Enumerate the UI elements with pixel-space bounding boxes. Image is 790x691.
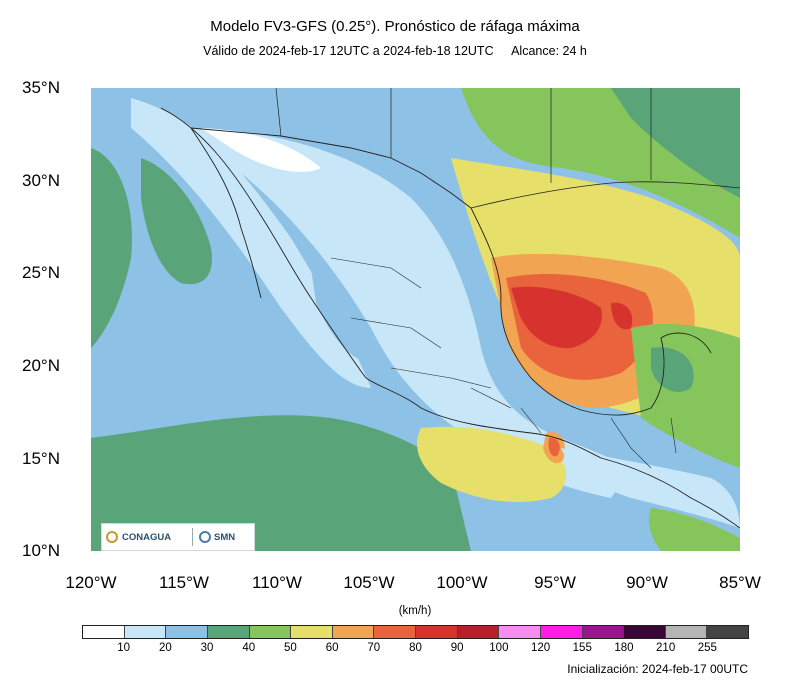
conagua-emblem-icon bbox=[106, 531, 118, 543]
baja-coastline bbox=[190, 127, 262, 299]
central-america-green bbox=[649, 508, 740, 551]
colorbar-swatch bbox=[499, 626, 541, 638]
lon-label-120w: 120°W bbox=[65, 573, 117, 592]
us-gulf-coastline bbox=[470, 181, 740, 209]
us-dark-green-zone bbox=[611, 88, 740, 198]
lon-label-95w: 95°W bbox=[534, 573, 576, 592]
tehuantepec-core bbox=[548, 437, 560, 457]
colorbar-tick-label: 40 bbox=[242, 642, 256, 654]
gulf-red-core-2 bbox=[611, 302, 633, 330]
colorbar bbox=[82, 625, 749, 639]
lat-label-25: 25°N bbox=[22, 263, 60, 282]
pacific-west-patch bbox=[141, 158, 212, 285]
lat-label-15: 15°N bbox=[22, 449, 60, 468]
us-state-borders bbox=[275, 88, 652, 183]
colorbar-tick-label: 210 bbox=[656, 642, 676, 654]
forecast-map bbox=[91, 88, 740, 551]
central-borders bbox=[610, 417, 677, 469]
colorbar-swatch bbox=[540, 626, 583, 638]
colorbar-swatch bbox=[374, 626, 416, 638]
conagua-logo: CONAGUA bbox=[102, 528, 193, 546]
legend-unit: (km/h) bbox=[398, 605, 432, 617]
colorbar-swatch bbox=[416, 626, 458, 638]
coastal-light-zone bbox=[131, 98, 371, 388]
lon-label-115w: 115°W bbox=[159, 573, 209, 592]
northwest-calm-zone bbox=[201, 128, 321, 172]
colorbar-tick-label: 80 bbox=[409, 642, 422, 654]
colorbar-swatch bbox=[83, 626, 125, 638]
colorbar-tick-label: 30 bbox=[200, 642, 214, 654]
lat-label-20: 20°N bbox=[22, 356, 60, 375]
lat-label-10: 10°N bbox=[22, 541, 60, 560]
colorbar-swatch bbox=[207, 626, 250, 638]
lon-label-90w: 90°W bbox=[626, 573, 668, 592]
colorbar-swatch bbox=[332, 626, 375, 638]
lead-time-text: Alcance: 24 h bbox=[511, 44, 587, 58]
initialization-text: Inicialización: 2024-feb-17 00UTC bbox=[567, 662, 748, 676]
gulf-coastline bbox=[470, 207, 712, 416]
map-canvas bbox=[91, 88, 740, 551]
colorbar-swatch bbox=[124, 626, 167, 638]
colorbar-tick-label: 100 bbox=[489, 642, 509, 654]
colorbar-tick-label: 10 bbox=[117, 642, 131, 654]
colorbar-tick-label: 70 bbox=[367, 642, 381, 654]
lon-label-85w: 85°W bbox=[719, 573, 761, 592]
conagua-logo-text: CONAGUA bbox=[122, 531, 172, 543]
smn-logo: SMN bbox=[193, 531, 235, 543]
pacific-coastline bbox=[160, 107, 740, 529]
colorbar-tick-label: 20 bbox=[158, 642, 172, 654]
colorbar-swatch bbox=[166, 626, 208, 638]
mainland-light-zone bbox=[181, 128, 631, 498]
agency-logos: CONAGUA SMN bbox=[101, 523, 255, 551]
colorbar-tick-label: 90 bbox=[450, 642, 464, 654]
map-title: Modelo FV3-GFS (0.25°). Pronóstico de rá… bbox=[210, 18, 580, 35]
sierra-zone bbox=[311, 268, 371, 360]
colorbar-swatch bbox=[457, 626, 500, 638]
map-subtitle: Válido de 2024-feb-17 12UTC a 2024-feb-1… bbox=[0, 44, 790, 58]
colorbar-tick-label: 50 bbox=[284, 642, 297, 654]
lat-label-30: 30°N bbox=[22, 171, 60, 190]
smn-emblem-icon bbox=[199, 531, 211, 543]
colorbar-swatch bbox=[624, 626, 666, 638]
colorbar-swatch bbox=[665, 626, 708, 638]
colorbar-swatch bbox=[707, 626, 748, 638]
lon-label-100w: 100°W bbox=[436, 573, 488, 592]
gulf-red-core bbox=[511, 286, 602, 349]
colorbar-tick-label: 60 bbox=[325, 642, 339, 654]
lon-label-110w: 110°W bbox=[252, 573, 302, 592]
pacific-band-2 bbox=[91, 432, 271, 464]
colorbar-tick-label: 180 bbox=[614, 642, 634, 654]
colorbar-tick-label: 155 bbox=[572, 642, 592, 654]
tehuantepec-yellow bbox=[417, 426, 566, 503]
colorbar-tick-label: 255 bbox=[697, 642, 717, 654]
lon-label-105w: 105°W bbox=[343, 573, 395, 592]
central-america-light bbox=[561, 448, 740, 528]
smn-logo-text: SMN bbox=[214, 531, 236, 543]
validity-text: Válido de 2024-feb-17 12UTC a 2024-feb-1… bbox=[203, 44, 494, 58]
colorbar-swatch bbox=[249, 626, 292, 638]
colorbar-swatch bbox=[582, 626, 625, 638]
colorbar-tick-label: 120 bbox=[530, 642, 551, 654]
mexico-state-borders bbox=[330, 257, 542, 434]
lat-label-35: 35°N bbox=[22, 78, 60, 97]
colorbar-swatch bbox=[291, 626, 333, 638]
pacific-edge-patch bbox=[91, 148, 132, 348]
yucatan-zone bbox=[651, 347, 694, 392]
